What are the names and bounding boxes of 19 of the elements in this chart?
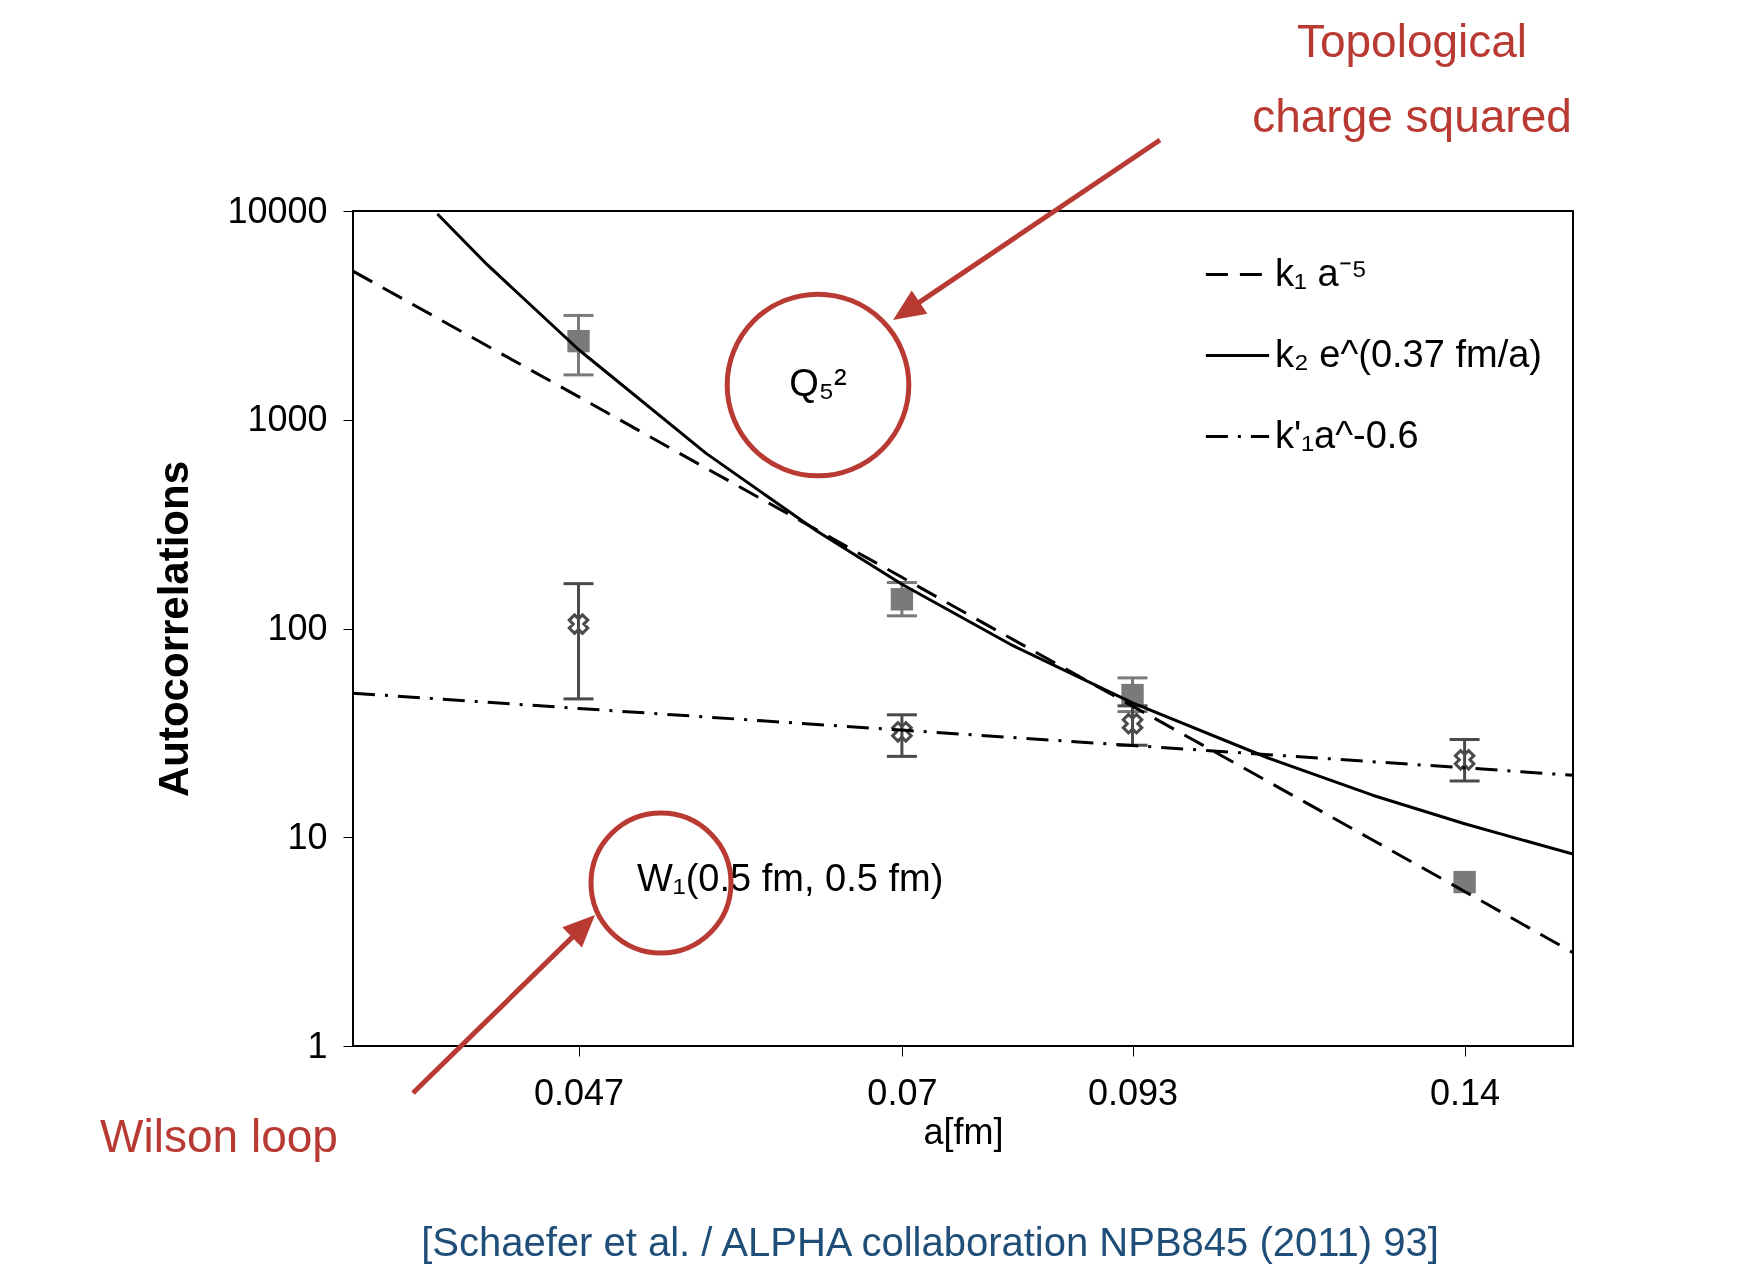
x-tick-label: 0.14 <box>1430 1071 1501 1113</box>
y-tick-label: 1000 <box>247 398 328 440</box>
annotation: Q₅² <box>789 362 847 404</box>
y-axis-title: Autocorrelations <box>150 460 198 798</box>
y-tick-label: 100 <box>267 607 328 648</box>
text: [Schaefer et al. / ALPHA collaboration NPB845 (2011) 93] <box>421 1220 1439 1264</box>
x-tick-label: 0.07 <box>867 1071 938 1113</box>
y-tick-label: 10 <box>287 815 328 857</box>
y-tick-label: 10000 <box>227 189 328 231</box>
text: charge squared <box>1252 90 1572 142</box>
legend-label: k₂ e^(0.37 fm/a) <box>1275 332 1543 375</box>
x-tick-label: 0.047 <box>533 1071 625 1113</box>
x-tick-label: 0.093 <box>1087 1071 1179 1113</box>
y-tick-label: 1 <box>307 1024 328 1066</box>
legend-label: k₁ a⁻⁵ <box>1275 251 1368 294</box>
text: Wilson loop <box>100 1110 338 1162</box>
legend-label: k'₁a^-0.6 <box>1275 413 1419 456</box>
text: Topological <box>1296 15 1528 67</box>
x-axis-title: a[fm] <box>923 1110 1004 1152</box>
